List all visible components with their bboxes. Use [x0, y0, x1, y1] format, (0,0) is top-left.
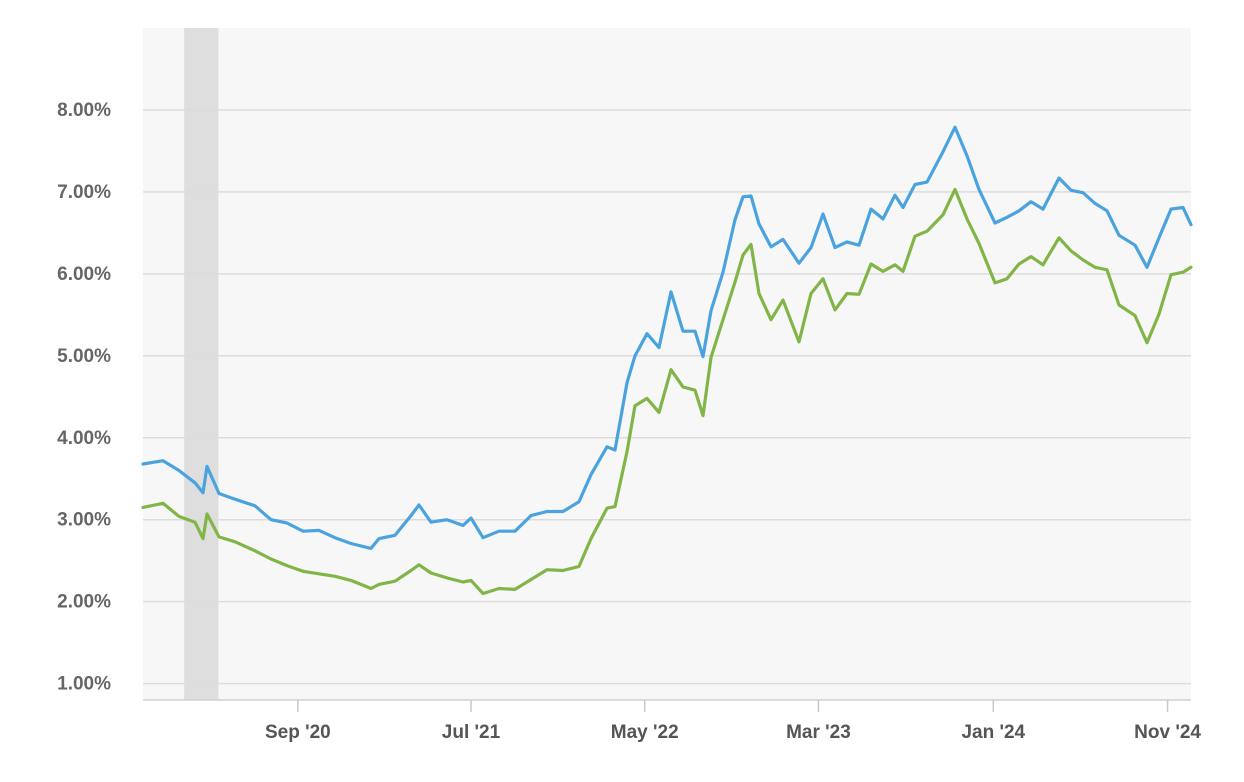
- y-tick-label: 7.00%: [57, 182, 111, 203]
- x-tick-label: Jan '24: [961, 722, 1025, 743]
- y-tick-label: 4.00%: [57, 428, 111, 449]
- series-line-1: [141, 125, 1193, 550]
- x-tick-label: May '22: [611, 722, 679, 743]
- x-tick-label: Mar '23: [786, 722, 851, 743]
- y-tick-label: 6.00%: [57, 264, 111, 285]
- shaded-band-layer: [184, 28, 219, 700]
- y-tick-label: 8.00%: [57, 100, 111, 121]
- grid-layer: [143, 109, 1191, 685]
- x-axis: Sep '20 Jul '21 May '22 Mar '23 Jan '24 Nov '…: [265, 700, 1201, 743]
- x-tick-label: Sep '20: [265, 722, 331, 743]
- y-tick-label: 3.00%: [57, 510, 111, 531]
- plot-background: [143, 28, 1191, 700]
- y-tick-label: 5.00%: [57, 346, 111, 367]
- y-tick-label: 2.00%: [57, 592, 111, 613]
- y-axis: 1.00% 2.00% 3.00% 4.00% 5.00% 6.00% 7.00% 8.00%: [57, 100, 111, 695]
- shaded-band: [184, 28, 219, 700]
- series-layer: [141, 125, 1193, 596]
- x-tick-label: Jul '21: [442, 722, 501, 743]
- y-tick-label: 1.00%: [57, 674, 111, 695]
- series-line-2: [141, 187, 1193, 596]
- x-tick-label: Nov '24: [1134, 722, 1201, 743]
